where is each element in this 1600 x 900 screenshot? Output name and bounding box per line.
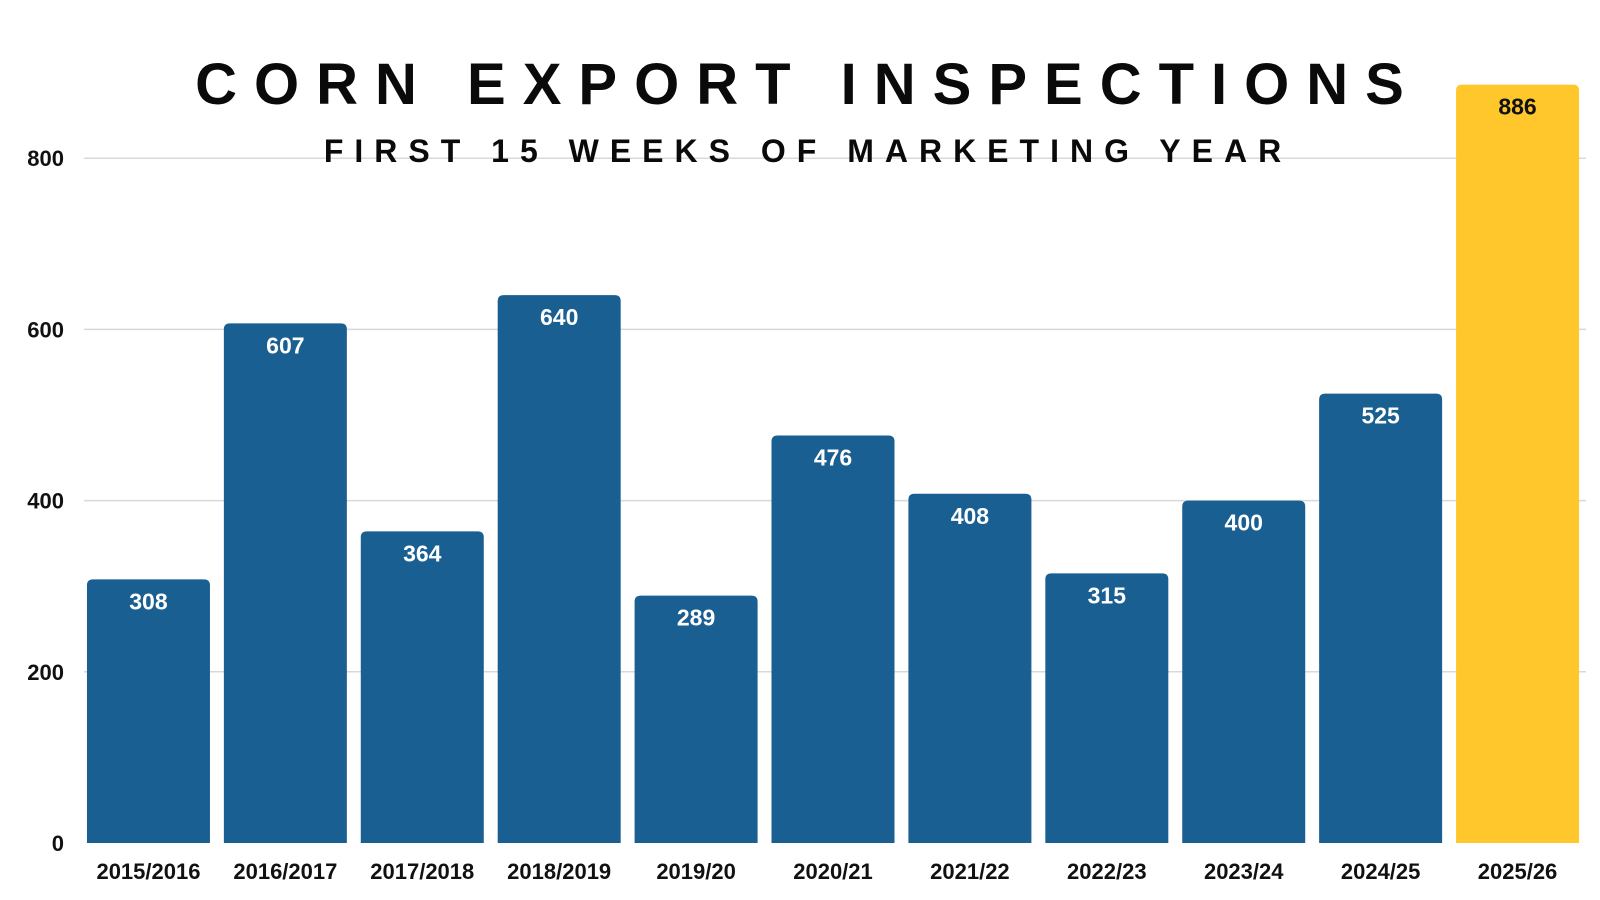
bar — [86, 579, 210, 843]
bar — [771, 435, 895, 843]
bar-value-label: 289 — [677, 605, 715, 631]
x-tick-label: 2015/2016 — [96, 859, 200, 884]
y-tick-label: 800 — [27, 146, 64, 171]
x-tick-label: 2017/2018 — [370, 859, 474, 884]
bar-value-label: 886 — [1498, 94, 1536, 120]
bar-value-label: 315 — [1088, 582, 1127, 608]
bar-value-label: 525 — [1361, 403, 1400, 429]
y-tick-label: 400 — [27, 489, 64, 514]
x-tick-label: 2022/23 — [1067, 859, 1147, 884]
y-tick-label: 0 — [52, 831, 64, 856]
bar — [908, 493, 1032, 843]
x-tick-label: 2019/20 — [656, 859, 736, 884]
bar — [1182, 500, 1306, 843]
y-tick-label: 600 — [27, 317, 64, 342]
bar — [360, 531, 484, 843]
bar-value-label: 364 — [403, 540, 442, 566]
bar — [1319, 393, 1443, 843]
x-tick-label: 2016/2017 — [233, 859, 337, 884]
x-tick-label: 2020/21 — [793, 859, 873, 884]
x-tick-label: 2023/24 — [1204, 859, 1284, 884]
y-axis-ticks: 0 200 400 600 800 — [27, 146, 64, 856]
bar-value-label: 400 — [1225, 510, 1263, 536]
y-tick-label: 200 — [27, 660, 64, 685]
bar — [497, 295, 621, 843]
bar-value-label: 640 — [540, 304, 578, 330]
x-tick-label: 2018/2019 — [507, 859, 611, 884]
bar — [1456, 84, 1580, 844]
chart-subtitle: FIRST 15 WEEKS OF MARKETING YEAR — [324, 133, 1292, 169]
x-tick-label: 2024/25 — [1341, 859, 1421, 884]
x-tick-label: 2021/22 — [930, 859, 1010, 884]
bar — [634, 595, 758, 843]
x-axis-ticks: 2015/2016 2016/2017 2017/2018 2018/2019 2019… — [96, 859, 1557, 884]
bar-value-label: 308 — [129, 588, 168, 614]
chart-title: CORN EXPORT INSPECTIONS — [195, 52, 1421, 117]
bar — [223, 323, 347, 844]
bar — [1045, 573, 1169, 843]
bars — [86, 84, 1580, 844]
bar-value-label: 476 — [814, 445, 852, 471]
bar-value-label: 607 — [266, 332, 304, 358]
bar-value-labels: 308 607 364 640 289 476 408 315 400 525 886 — [129, 94, 1536, 631]
x-tick-label: 2025/26 — [1478, 859, 1558, 884]
bar-value-label: 408 — [951, 503, 990, 529]
